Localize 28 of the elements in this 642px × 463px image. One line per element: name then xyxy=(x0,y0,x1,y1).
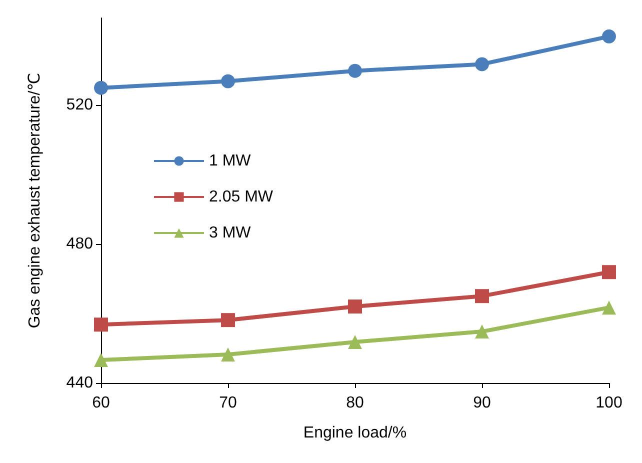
y-axis-title: Gas engine exhaust temperature/℃ xyxy=(26,72,44,328)
point xyxy=(475,324,489,339)
point xyxy=(94,353,108,368)
legend-label: 3 MW xyxy=(209,224,252,242)
x-tick-label: 80 xyxy=(346,394,364,412)
x-tick-label: 60 xyxy=(92,394,110,412)
point xyxy=(602,300,616,315)
x-tick-label: 90 xyxy=(473,394,491,412)
point xyxy=(94,318,108,332)
x-tick-label: 100 xyxy=(596,394,622,412)
y-tick-label: 520 xyxy=(66,96,94,114)
point xyxy=(348,334,362,349)
y-tick-label: 440 xyxy=(66,374,94,392)
x-tick-label: 70 xyxy=(219,394,237,412)
point xyxy=(475,57,489,72)
point xyxy=(348,300,362,314)
point xyxy=(221,74,235,88)
legend-label: 1 MW xyxy=(209,152,252,170)
point xyxy=(602,29,616,44)
point xyxy=(602,265,616,280)
legend-label: 2.05 MW xyxy=(209,188,274,206)
x-axis-title: Engine load/% xyxy=(303,424,407,442)
point xyxy=(221,313,235,328)
point xyxy=(348,64,362,78)
y-tick-label: 480 xyxy=(66,235,94,252)
point xyxy=(475,289,489,304)
point xyxy=(221,347,235,362)
point xyxy=(94,80,108,95)
